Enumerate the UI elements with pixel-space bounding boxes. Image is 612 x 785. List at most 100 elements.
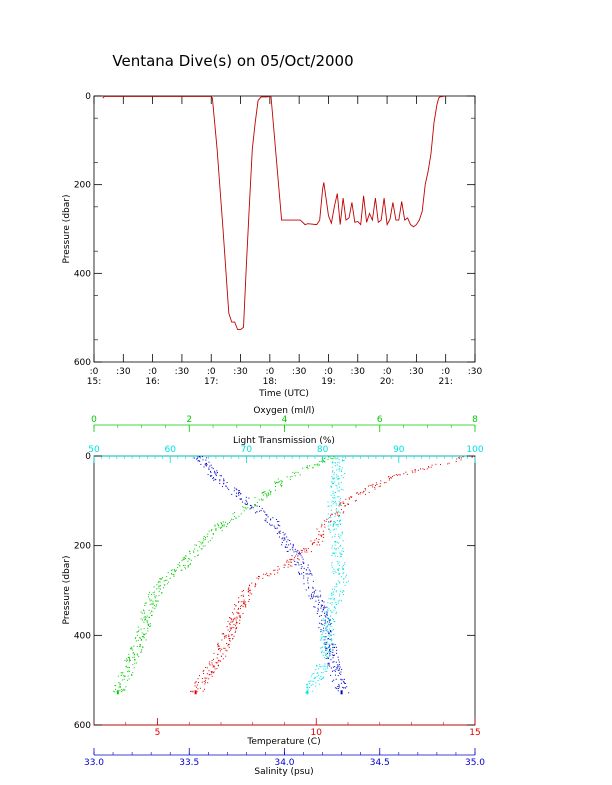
oxygen-point [173,575,175,577]
light_transmission-tick-label: 70 [241,445,253,455]
salinity-point [333,655,334,657]
oxygen-point [206,536,208,538]
oxygen-point [246,504,248,506]
temperature-point [235,605,237,607]
light_transmission-point [337,525,339,527]
temperature-point [330,520,332,522]
temperature-point [294,557,295,559]
oxygen-point [266,494,268,496]
oxygen-point [136,645,138,647]
light_transmission-point [340,524,341,525]
salinity-point [308,569,310,571]
oxygen-point [114,685,116,686]
light_transmission-point [334,497,336,499]
light_transmission-point [337,568,339,570]
temperature-point [228,646,230,648]
light_transmission-point [306,684,308,686]
light_transmission-point [334,477,336,479]
oxygen-point [316,463,318,465]
oxygen-point [245,508,247,510]
oxygen-point [274,481,276,483]
salinity-point [332,644,334,646]
salinity-point [307,579,309,581]
light_transmission-point [332,481,334,483]
salinity-point [283,539,285,541]
oxygen-point [205,537,206,539]
salinity-point [298,571,300,573]
oxygen-point [200,541,202,543]
salinity-point [214,470,215,472]
light_transmission-point [327,506,329,508]
oxygen-point [294,475,296,477]
temperature-point [222,658,224,660]
temperature-point [214,666,216,668]
light_transmission-point [334,597,335,599]
oxygen-point [156,588,158,590]
oxygen-point [323,461,325,463]
temperature-point [249,592,251,594]
temperature-point [210,671,212,673]
salinity-point [235,495,237,497]
temperature-point [283,564,285,566]
temperature-point [247,588,249,590]
light_transmission-point [336,469,338,471]
temperature-point [266,572,268,574]
oxygen-point [254,505,256,507]
temperature-point [344,505,346,507]
oxygen-point [168,581,170,583]
oxygen-point [128,653,130,655]
oxygen-point [297,472,299,474]
light_transmission-point [329,530,331,532]
temperature-point [317,541,319,543]
oxygen-point [261,492,263,494]
temperature-point [192,690,194,692]
temperature-point [356,492,358,494]
salinity-point [294,548,296,550]
salinity-point [238,494,240,496]
light_transmission-point [313,680,315,682]
salinity-point [325,643,327,645]
temperature-point [235,625,236,627]
oxygen-point [183,565,184,566]
oxygen-point [331,458,333,460]
light_transmission-point [338,468,340,470]
light_transmission-point [330,494,332,496]
oxygen-point [224,521,226,523]
salinity-point [346,686,348,688]
salinity-point [319,590,321,592]
temperature-point [350,496,352,498]
oxygen-point [221,530,223,532]
light_transmission-point [332,525,334,526]
temperature-point [287,566,289,568]
salinity-point [327,614,328,616]
light_transmission-point [333,619,334,620]
oxygen-point [174,570,176,572]
temperature-point [240,608,241,610]
oxygen-point [147,623,149,625]
oxygen-point [130,659,132,661]
light_transmission-point [321,650,323,652]
light_transmission-end-marker [306,690,309,695]
salinity-point [292,544,294,546]
oxygen-point [118,682,120,683]
salinity-point [205,459,207,461]
oxygen-point [123,675,125,677]
temperature-point [428,466,429,468]
light_transmission-point [318,674,320,676]
salinity-point [210,475,212,477]
temperature-point [208,663,210,665]
salinity-point [312,592,314,594]
salinity-point [340,678,342,680]
light_transmission-point [342,489,344,491]
temperature-point [203,681,205,682]
temperature-point [471,456,473,458]
oxygen-point [160,578,162,580]
salinity-point [276,527,278,529]
light_transmission-point [335,611,337,613]
oxygen-point [280,486,282,488]
oxygen-point [145,602,147,604]
salinity-point [317,595,319,597]
salinity-point [322,604,323,606]
salinity-point [327,638,329,640]
